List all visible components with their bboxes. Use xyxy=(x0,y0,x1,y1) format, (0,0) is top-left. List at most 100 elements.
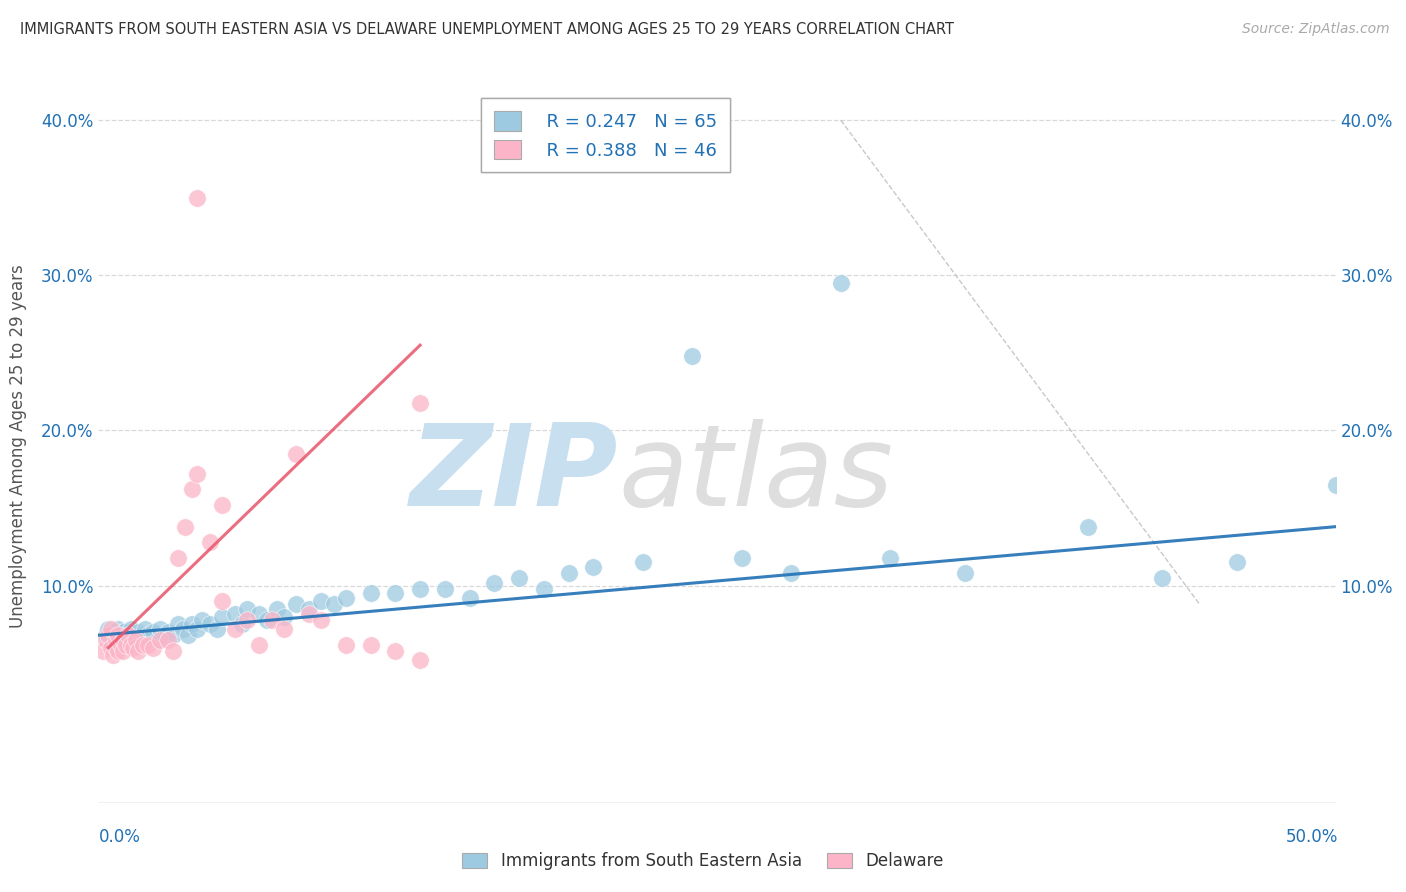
Point xyxy=(335,591,357,605)
Point xyxy=(176,628,198,642)
Point xyxy=(186,191,208,205)
Text: Source: ZipAtlas.com: Source: ZipAtlas.com xyxy=(1241,22,1389,37)
Point xyxy=(156,632,179,647)
Point xyxy=(409,653,432,667)
Point xyxy=(309,613,332,627)
Point xyxy=(224,622,246,636)
Point xyxy=(335,638,357,652)
Point xyxy=(104,640,127,655)
Point xyxy=(174,519,197,533)
Point xyxy=(198,617,221,632)
Point xyxy=(186,467,208,481)
Point xyxy=(879,550,901,565)
Point xyxy=(149,632,172,647)
Point xyxy=(162,644,184,658)
Point xyxy=(266,602,288,616)
Point xyxy=(114,638,136,652)
Point xyxy=(155,628,177,642)
Point xyxy=(557,566,579,581)
Point xyxy=(205,622,228,636)
Point xyxy=(124,632,146,647)
Point xyxy=(103,648,125,663)
Point xyxy=(107,644,129,658)
Point xyxy=(112,644,135,658)
Point xyxy=(103,625,125,640)
Point xyxy=(508,571,530,585)
Point xyxy=(409,582,432,596)
Point xyxy=(384,586,406,600)
Point xyxy=(1152,571,1174,585)
Point xyxy=(1324,477,1347,491)
Point xyxy=(127,625,149,640)
Point xyxy=(146,632,169,647)
Point xyxy=(484,575,506,590)
Point xyxy=(247,638,270,652)
Point xyxy=(120,638,142,652)
Point xyxy=(309,594,332,608)
Point xyxy=(191,613,214,627)
Point xyxy=(186,622,208,636)
Point xyxy=(236,602,259,616)
Point xyxy=(112,625,135,640)
Point xyxy=(107,632,129,647)
Text: 0.0%: 0.0% xyxy=(98,828,141,846)
Point xyxy=(298,607,321,621)
Point xyxy=(124,632,146,647)
Point xyxy=(273,622,295,636)
Point xyxy=(830,276,852,290)
Text: ZIP: ZIP xyxy=(409,419,619,530)
Point xyxy=(631,555,654,569)
Point xyxy=(100,622,122,636)
Point xyxy=(231,617,253,632)
Point xyxy=(273,609,295,624)
Point xyxy=(149,622,172,636)
Point xyxy=(122,640,145,655)
Point xyxy=(100,640,122,655)
Point xyxy=(94,632,117,647)
Text: atlas: atlas xyxy=(619,419,893,530)
Point xyxy=(162,628,184,642)
Point xyxy=(433,582,456,596)
Point xyxy=(181,483,204,497)
Point xyxy=(136,638,159,652)
Point xyxy=(224,607,246,621)
Point xyxy=(107,628,129,642)
Point xyxy=(134,622,156,636)
Point xyxy=(322,597,344,611)
Point xyxy=(298,602,321,616)
Point xyxy=(247,607,270,621)
Point xyxy=(953,566,976,581)
Point xyxy=(582,560,605,574)
Point xyxy=(93,644,115,658)
Point xyxy=(132,628,155,642)
Point xyxy=(104,628,127,642)
Legend: Immigrants from South Eastern Asia, Delaware: Immigrants from South Eastern Asia, Dela… xyxy=(456,846,950,877)
Point xyxy=(384,644,406,658)
Point xyxy=(117,628,139,642)
Point xyxy=(285,447,308,461)
Y-axis label: Unemployment Among Ages 25 to 29 years: Unemployment Among Ages 25 to 29 years xyxy=(10,264,27,628)
Point xyxy=(198,535,221,549)
Point xyxy=(360,586,382,600)
Point xyxy=(142,640,165,655)
Point xyxy=(110,638,132,652)
Point xyxy=(360,638,382,652)
Point xyxy=(156,625,179,640)
Point xyxy=(1077,519,1099,533)
Point xyxy=(166,550,188,565)
Point xyxy=(285,597,308,611)
Point xyxy=(260,613,283,627)
Point xyxy=(94,628,117,642)
Point xyxy=(211,594,233,608)
Point xyxy=(211,609,233,624)
Point xyxy=(112,632,135,647)
Point xyxy=(681,349,703,363)
Point xyxy=(97,628,120,642)
Point xyxy=(533,582,555,596)
Point xyxy=(1226,555,1249,569)
Point xyxy=(780,566,803,581)
Point xyxy=(100,632,122,647)
Point xyxy=(127,644,149,658)
Point xyxy=(458,591,481,605)
Point xyxy=(110,628,132,642)
